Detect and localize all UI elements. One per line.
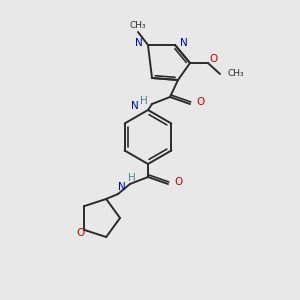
Text: O: O: [174, 177, 182, 187]
Text: N: N: [135, 38, 143, 48]
Text: O: O: [209, 54, 217, 64]
Text: N: N: [131, 101, 139, 111]
Text: O: O: [77, 228, 85, 238]
Text: N: N: [180, 38, 188, 48]
Text: N: N: [118, 182, 126, 192]
Text: CH₃: CH₃: [228, 70, 244, 79]
Text: H: H: [128, 173, 136, 183]
Text: H: H: [140, 96, 148, 106]
Text: O: O: [196, 97, 204, 107]
Text: CH₃: CH₃: [130, 22, 146, 31]
